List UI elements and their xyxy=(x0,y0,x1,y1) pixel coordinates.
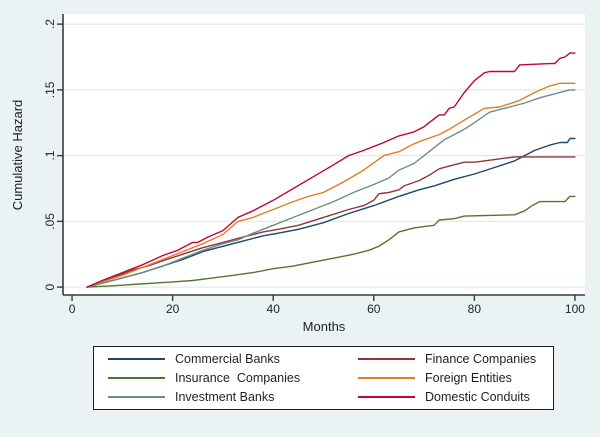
gridlines xyxy=(63,23,585,288)
x-tick-label: 80 xyxy=(468,302,482,316)
legend-item: Domestic Conduits xyxy=(358,388,553,407)
legend-item: Commercial Banks xyxy=(108,349,358,368)
legend-line-swatch xyxy=(358,357,415,360)
legend-label: Finance Companies xyxy=(425,351,537,366)
series-line-commercial-banks xyxy=(86,137,576,288)
legend-line-swatch xyxy=(108,357,165,360)
x-tick-label: 0 xyxy=(69,302,76,316)
x-tick-label: 20 xyxy=(166,302,180,316)
hazard-chart: 0 .05 .1 .15 .2 0 20 40 60 80 100 Cumulative Hazar… xyxy=(10,14,585,334)
axes xyxy=(57,14,585,301)
legend-line-swatch xyxy=(108,377,165,379)
y-tick-label: .1 xyxy=(43,150,57,160)
legend-label: Domestic Conduits xyxy=(425,390,530,404)
y-tick-label: .2 xyxy=(43,19,57,29)
series-line-finance-companies xyxy=(86,156,576,288)
legend-line-swatch xyxy=(108,396,165,399)
legend-item: Finance Companies xyxy=(358,349,553,368)
y-tick-label: .05 xyxy=(43,213,57,230)
x-tick-label: 100 xyxy=(565,302,585,316)
legend-line-swatch xyxy=(358,396,415,399)
legend-item: Insurance Companies xyxy=(108,369,358,388)
legend: Commercial Banks Finance Companies Insur… xyxy=(93,346,554,410)
y-axis-title: Cumulative Hazard xyxy=(10,100,25,211)
legend-label: Investment Banks xyxy=(175,390,275,404)
x-axis-title: Months xyxy=(303,319,346,334)
y-tick-label: 0 xyxy=(43,283,57,290)
series-lines xyxy=(86,52,576,288)
legend-label: Commercial Banks xyxy=(175,351,280,366)
legend-line-swatch xyxy=(358,377,415,379)
legend-item: Investment Banks xyxy=(108,388,358,407)
x-tick-label: 60 xyxy=(367,302,381,316)
plot-area xyxy=(63,14,585,295)
series-line-insurance-companies xyxy=(86,195,576,288)
y-tick-label: .15 xyxy=(43,81,57,98)
series-line-domestic-conduits xyxy=(86,52,576,288)
tick-labels: 0 .05 .1 .15 .2 0 20 40 60 80 100 xyxy=(43,19,585,316)
series-line-foreign-entities xyxy=(86,82,576,288)
series-line-investment-banks xyxy=(86,89,576,288)
legend-label: Foreign Entities xyxy=(425,370,512,385)
legend-label: Insurance Companies xyxy=(175,370,301,385)
legend-item: Foreign Entities xyxy=(358,369,553,388)
x-tick-label: 40 xyxy=(267,302,281,316)
